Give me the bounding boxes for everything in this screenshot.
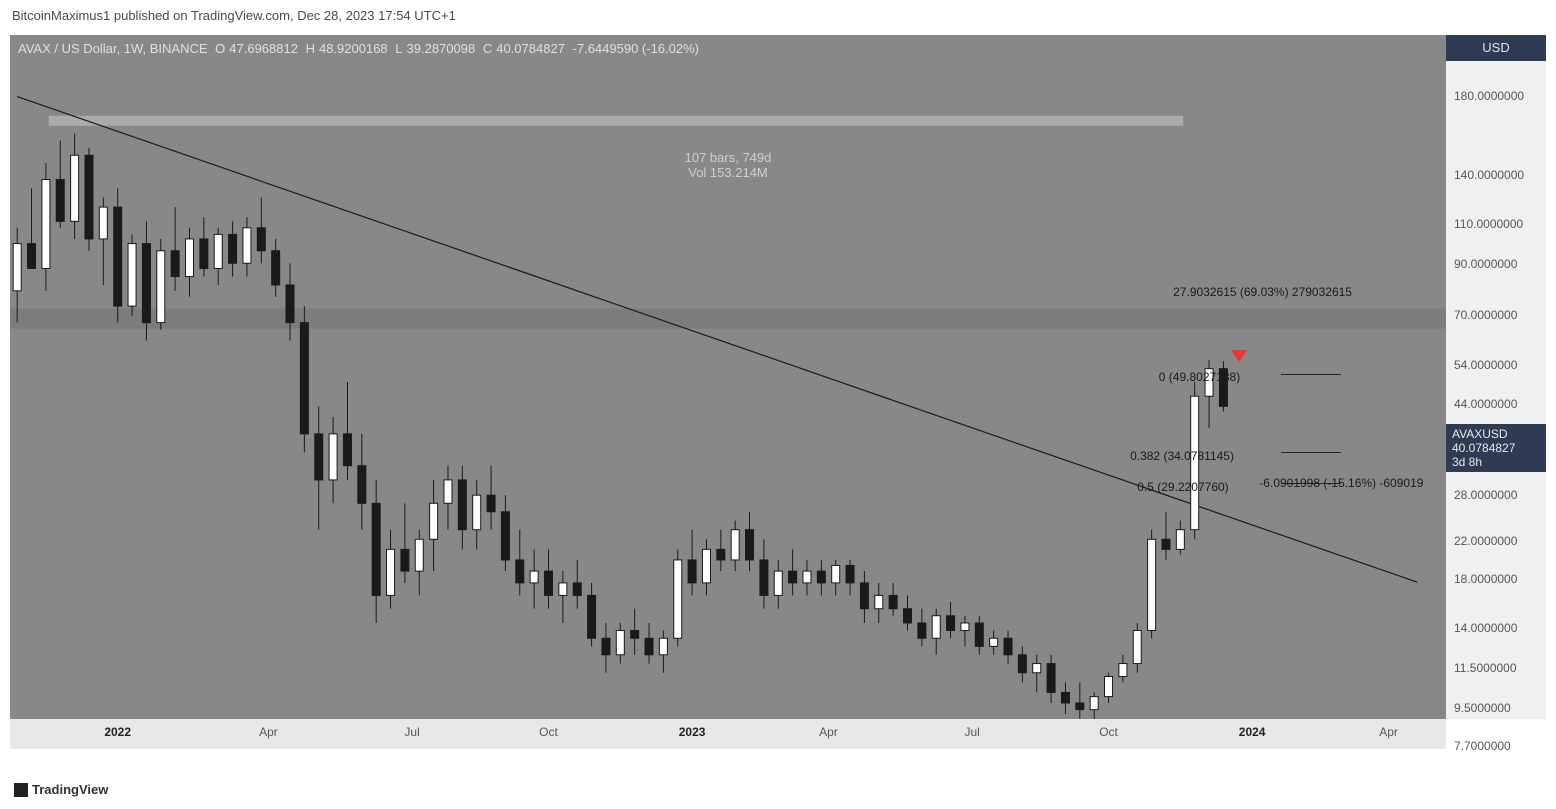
x-tick-label: Apr	[1379, 725, 1398, 739]
y-tick-label: 44.0000000	[1454, 397, 1517, 411]
y-axis[interactable]: USD 180.0000000 140.0000000 110.0000000 90.…	[1446, 35, 1546, 719]
fib-label: 0.5 (29.2207760)	[1137, 480, 1228, 494]
y-tick-label: 28.0000000	[1454, 488, 1517, 502]
bearish-marker-icon	[1231, 350, 1247, 362]
x-tick-label: 2022	[104, 725, 131, 739]
publish-header: BitcoinMaximus1 published on TradingView…	[0, 0, 1556, 31]
y-tick-label: 140.0000000	[1454, 168, 1524, 182]
x-tick-label: Apr	[819, 725, 838, 739]
x-tick-label: Jul	[404, 725, 419, 739]
x-tick-label: Oct	[1099, 725, 1118, 739]
currency-badge: USD	[1446, 35, 1546, 61]
y-tick-label: 18.0000000	[1454, 572, 1517, 586]
x-tick-label: Oct	[539, 725, 558, 739]
y-tick-label: 90.0000000	[1454, 257, 1517, 271]
y-tick-label: 11.5000000	[1454, 661, 1517, 675]
y-tick-label: 7.7000000	[1454, 739, 1511, 753]
y-tick-label: 180.0000000	[1454, 89, 1524, 103]
brand-text: TradingView	[32, 782, 108, 797]
y-tick-label: 110.0000000	[1454, 217, 1523, 231]
chart-container: AVAX / US Dollar, 1W, BINANCE O47.696881…	[10, 35, 1546, 749]
y-tick-label: 70.0000000	[1454, 308, 1517, 322]
x-tick-label: 2023	[679, 725, 706, 739]
tradingview-logo-icon	[14, 783, 28, 797]
footer-brand[interactable]: TradingView	[14, 782, 108, 797]
fib-label: 0 (49.8027188)	[1159, 370, 1240, 384]
x-axis[interactable]: 2022 Apr Jul Oct 2023 Apr Jul Oct 2024 Apr	[10, 719, 1446, 749]
y-tick-label: 14.0000000	[1454, 621, 1517, 635]
fib-level-line	[1281, 452, 1341, 453]
fib-label: 0.382 (34.0781145)	[1130, 449, 1234, 463]
current-price-badge: AVAXUSD40.07848273d 8h	[1446, 424, 1546, 472]
y-tick-label: 9.5000000	[1454, 701, 1511, 715]
y-tick-label: 54.0000000	[1454, 358, 1517, 372]
y-tick-label: 22.0000000	[1454, 534, 1517, 548]
x-tick-label: Apr	[259, 725, 278, 739]
x-tick-label: 2024	[1239, 725, 1266, 739]
chart-plot-area[interactable]: AVAX / US Dollar, 1W, BINANCE O47.696881…	[10, 35, 1446, 719]
fib-level-line	[1281, 374, 1341, 375]
fib-label: -6.0901998 (-15.16%) -609019	[1259, 476, 1423, 490]
x-tick-label: Jul	[964, 725, 979, 739]
fib-label: 27.9032615 (69.03%) 279032615	[1173, 285, 1352, 299]
